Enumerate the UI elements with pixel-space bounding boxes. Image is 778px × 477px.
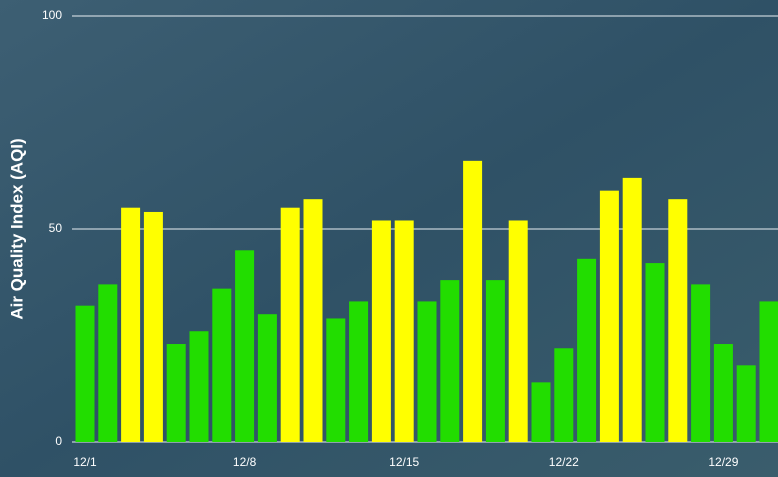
bar: [554, 348, 573, 442]
bar: [395, 220, 414, 442]
bar: [190, 331, 209, 442]
bar: [326, 318, 345, 442]
bar: [349, 301, 368, 442]
bar: [235, 250, 254, 442]
bar: [486, 280, 505, 442]
y-tick-label: 50: [49, 221, 63, 235]
y-tick-label: 0: [55, 434, 62, 448]
x-tick-label: 12/8: [233, 455, 257, 469]
bar: [623, 178, 642, 442]
bar: [691, 284, 710, 442]
x-tick-label: 12/29: [708, 455, 738, 469]
bar: [372, 220, 391, 442]
x-tick-label: 12/22: [549, 455, 579, 469]
bar: [532, 382, 551, 442]
bar: [144, 212, 163, 442]
bar: [714, 344, 733, 442]
bar: [212, 289, 231, 442]
bar: [646, 263, 665, 442]
page: Air Quality Index (AQI) 0 50 100 12/1 12/8 12…: [0, 0, 778, 477]
bar: [304, 199, 323, 442]
bar: [600, 191, 619, 442]
bar: [418, 301, 437, 442]
bar: [167, 344, 186, 442]
y-tick-label: 100: [42, 8, 62, 22]
bar: [281, 208, 300, 442]
bar: [737, 365, 756, 442]
bar: [509, 220, 528, 442]
chart: Air Quality Index (AQI) 0 50 100 12/1 12/8 12…: [0, 0, 778, 477]
bar: [577, 259, 596, 442]
bar: [668, 199, 687, 442]
bar: [121, 208, 140, 442]
bar: [258, 314, 277, 442]
bar: [98, 284, 117, 442]
bar: [463, 161, 482, 442]
bar: [440, 280, 459, 442]
x-tick-label: 12/1: [73, 455, 97, 469]
x-tick-label: 12/15: [389, 455, 419, 469]
y-axis-label: Air Quality Index (AQI): [7, 138, 26, 319]
bar: [760, 301, 778, 442]
bar: [76, 306, 95, 442]
